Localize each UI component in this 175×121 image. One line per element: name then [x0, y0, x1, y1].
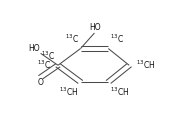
Text: $^{13}$C: $^{13}$C: [110, 33, 124, 45]
Text: $^{13}$C: $^{13}$C: [37, 59, 51, 72]
Text: $^{13}$CH: $^{13}$CH: [110, 86, 130, 98]
Text: O: O: [38, 78, 44, 87]
Text: $^{13}$CH: $^{13}$CH: [59, 86, 79, 98]
Text: $^{13}$C: $^{13}$C: [65, 33, 79, 45]
Text: HO: HO: [89, 23, 101, 32]
Text: $^{13}$CH: $^{13}$CH: [136, 59, 156, 72]
Text: $^{13}$C: $^{13}$C: [40, 50, 55, 62]
Text: HO: HO: [28, 44, 40, 53]
